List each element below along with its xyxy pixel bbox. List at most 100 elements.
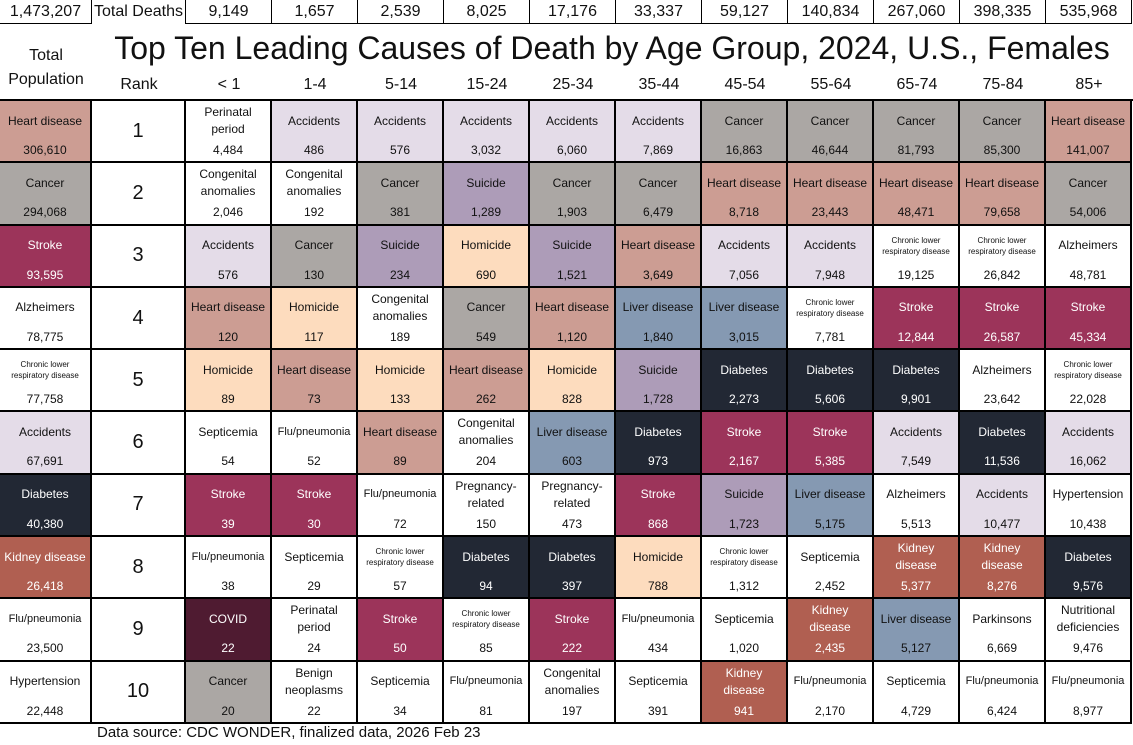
death-count: 79,658 — [983, 205, 1021, 220]
cause-name: Accidents — [459, 113, 513, 128]
death-count: 54 — [221, 454, 235, 469]
cause-name: Heart disease — [276, 362, 352, 377]
cause-name: Perinatal period — [290, 603, 338, 635]
death-count: 52 — [307, 454, 321, 469]
cause-cell: Heart disease 79,658 — [960, 163, 1046, 226]
cause-cell: Heart disease 262 — [444, 350, 530, 413]
cause-cell: Suicide 234 — [358, 225, 444, 288]
death-count: 828 — [561, 392, 583, 407]
death-count: 6,424 — [986, 703, 1018, 718]
cause-cell: Stroke 2,167 — [702, 412, 788, 475]
death-count: 1,723 — [728, 516, 760, 531]
death-count: 22,028 — [1069, 392, 1107, 407]
death-count: 141,007 — [1066, 143, 1110, 157]
cause-cell: Heart disease 89 — [358, 412, 444, 475]
death-count: 2,167 — [728, 454, 760, 469]
death-count: 189 — [389, 329, 411, 344]
cause-name: Heart disease — [964, 175, 1040, 190]
cause-cell: Alzheimers 48,781 — [1046, 225, 1132, 288]
cause-name: Cancer — [724, 113, 764, 128]
cause-name: Cancer — [466, 300, 506, 315]
cause-cell: Diabetes 11,536 — [960, 412, 1046, 475]
cause-name: Suicide — [724, 487, 764, 502]
cause-cell: Stroke 12,844 — [874, 287, 960, 351]
death-count: 94 — [479, 579, 493, 594]
cause-cell: Accidents 7,869 — [616, 101, 702, 164]
cause-cell: Liver disease 1,840 — [616, 287, 702, 351]
cause-cell: Pregnancy-related 473 — [530, 474, 616, 538]
cause-cell: Cancer 46,644 — [788, 101, 874, 164]
death-count: 8,977 — [1072, 703, 1104, 718]
cause-cell: Heart disease 141,007 — [1046, 101, 1132, 164]
cause-cell: Congenital anomalies 197 — [530, 661, 616, 724]
cause-name: Flu/pneumonia — [1051, 675, 1125, 688]
death-count: 8,276 — [986, 579, 1018, 594]
cause-cell: Alzheimers 5,513 — [874, 474, 960, 538]
cause-cell: Congenital anomalies 2,046 — [186, 163, 272, 226]
death-count: 22,448 — [26, 703, 64, 718]
cause-cell: Parkinsons 6,669 — [960, 599, 1046, 662]
cause-name: Alzheimers — [1058, 238, 1118, 253]
cause-cell: Perinatal period 24 — [272, 599, 358, 662]
age-total-deaths: 33,337 — [616, 0, 702, 24]
death-count: 6,060 — [556, 143, 588, 157]
death-count: 89 — [393, 454, 407, 469]
death-count: 133 — [389, 392, 411, 407]
cause-name: COVID — [208, 611, 247, 626]
cause-cell: Septicemia 391 — [616, 661, 702, 724]
cause-name: Pregnancy-related — [455, 478, 517, 510]
cause-cell: Heart disease 8,718 — [702, 163, 788, 226]
cause-cell: Suicide 1,728 — [616, 350, 702, 413]
cause-cell: Suicide 1,521 — [530, 225, 616, 288]
death-count: 50 — [393, 641, 407, 656]
cause-cell: Suicide 1,289 — [444, 163, 530, 226]
cause-cell: Flu/pneumonia 8,977 — [1046, 661, 1132, 724]
death-count: 16,062 — [1069, 454, 1107, 469]
cause-name: Homicide — [374, 362, 425, 377]
age-total-deaths: 398,335 — [960, 0, 1046, 24]
death-count: 19,125 — [897, 267, 935, 282]
death-count: 2,170 — [814, 703, 846, 718]
death-count: 8,718 — [728, 205, 760, 220]
death-count: 7,549 — [900, 454, 932, 469]
death-count: 73 — [307, 392, 321, 407]
cause-cell: Cancer 381 — [358, 163, 444, 226]
cause-cell: Hypertension 22,448 — [0, 661, 92, 724]
cause-name: Heart disease — [534, 300, 610, 315]
age-group-header: 15-24 — [466, 76, 508, 93]
cause-name: Liver disease — [622, 300, 694, 315]
death-count: 5,127 — [900, 641, 932, 656]
cause-name: Cancer — [208, 674, 248, 689]
death-count: 81,793 — [897, 143, 935, 157]
death-count: 7,781 — [814, 329, 846, 344]
cause-cell: Stroke 868 — [616, 474, 702, 538]
cause-cell: Diabetes 973 — [616, 412, 702, 475]
death-count: 26,842 — [983, 267, 1021, 282]
cause-cell: Cancer 549 — [444, 287, 530, 351]
cause-name: Diabetes — [720, 362, 768, 377]
cause-name: Flu/pneumonia — [8, 612, 82, 625]
cause-cell: Chronic lower respiratory disease 26,842 — [960, 225, 1046, 288]
death-count: 46,644 — [811, 143, 849, 157]
age-total-deaths: 59,127 — [702, 0, 788, 24]
death-count: 234 — [389, 267, 411, 282]
cause-cell: Flu/pneumonia 38 — [186, 537, 272, 600]
death-count: 7,869 — [642, 143, 674, 157]
cause-name: Nutritional deficiencies — [1056, 603, 1120, 635]
cause-name: Suicide — [638, 362, 678, 377]
cause-cell: Flu/pneumonia 434 — [616, 599, 702, 662]
cause-name: Stroke — [554, 611, 590, 626]
death-count: 26,418 — [26, 579, 64, 594]
death-count: 9,576 — [1072, 579, 1104, 594]
cause-name: Alzheimers — [15, 300, 75, 315]
death-count: 48,471 — [897, 205, 935, 220]
death-count: 3,032 — [470, 143, 502, 157]
cause-cell: Septicemia 4,729 — [874, 661, 960, 724]
cause-name: Septicemia — [714, 611, 774, 626]
cause-cell: Diabetes 397 — [530, 537, 616, 600]
cause-cell: Septicemia 54 — [186, 412, 272, 475]
cause-name: Septicemia — [370, 674, 430, 689]
death-count: 391 — [647, 703, 669, 718]
cause-cell: Cancer 20 — [186, 661, 272, 724]
death-count: 5,385 — [814, 454, 846, 469]
